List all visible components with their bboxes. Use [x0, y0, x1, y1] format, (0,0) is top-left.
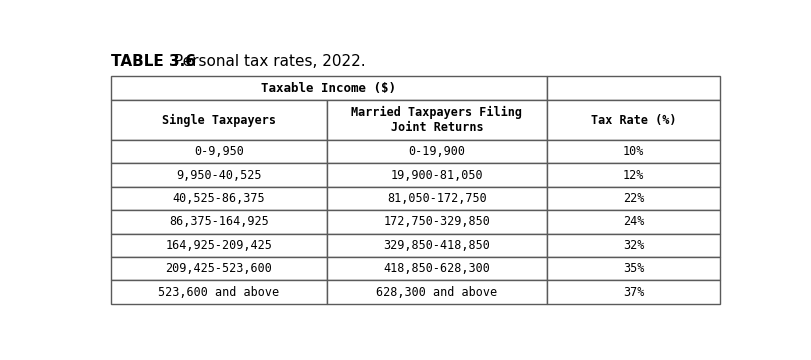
- Text: 172,750-329,850: 172,750-329,850: [384, 215, 491, 229]
- Bar: [327, 187, 547, 210]
- Bar: [547, 187, 720, 210]
- Bar: [547, 280, 720, 304]
- Bar: [111, 187, 327, 210]
- Bar: [327, 280, 547, 304]
- Bar: [111, 140, 327, 163]
- Bar: [547, 257, 720, 280]
- Text: 418,850-628,300: 418,850-628,300: [384, 262, 491, 275]
- Bar: [547, 210, 720, 234]
- Text: 329,850-418,850: 329,850-418,850: [384, 239, 491, 252]
- Text: 40,525-86,375: 40,525-86,375: [173, 192, 265, 205]
- Bar: [111, 257, 327, 280]
- Bar: [547, 163, 720, 187]
- Bar: [327, 210, 547, 234]
- Text: Married Taxpayers Filing
Joint Returns: Married Taxpayers Filing Joint Returns: [351, 106, 522, 134]
- Text: 0-9,950: 0-9,950: [194, 145, 244, 158]
- Text: 628,300 and above: 628,300 and above: [376, 285, 497, 298]
- Text: 209,425-523,600: 209,425-523,600: [165, 262, 272, 275]
- Text: 12%: 12%: [623, 169, 644, 182]
- Bar: [547, 234, 720, 257]
- Text: 0-19,900: 0-19,900: [409, 145, 466, 158]
- Bar: [111, 234, 327, 257]
- Bar: [327, 234, 547, 257]
- Bar: [327, 140, 547, 163]
- Bar: [111, 76, 547, 100]
- Text: 22%: 22%: [623, 192, 644, 205]
- Text: 9,950-40,525: 9,950-40,525: [176, 169, 262, 182]
- Bar: [111, 280, 327, 304]
- Text: 10%: 10%: [623, 145, 644, 158]
- Bar: [327, 163, 547, 187]
- Text: 523,600 and above: 523,600 and above: [158, 285, 280, 298]
- Text: Taxable Income ($): Taxable Income ($): [261, 82, 397, 95]
- Text: 164,925-209,425: 164,925-209,425: [165, 239, 272, 252]
- Bar: [111, 210, 327, 234]
- Text: Single Taxpayers: Single Taxpayers: [162, 114, 276, 127]
- Bar: [547, 100, 720, 140]
- Text: 32%: 32%: [623, 239, 644, 252]
- Text: 86,375-164,925: 86,375-164,925: [169, 215, 269, 229]
- Text: Tax Rate (%): Tax Rate (%): [591, 114, 676, 127]
- Text: 37%: 37%: [623, 285, 644, 298]
- Bar: [327, 100, 547, 140]
- Text: TABLE 3.6: TABLE 3.6: [111, 54, 195, 69]
- Text: 19,900-81,050: 19,900-81,050: [391, 169, 483, 182]
- Bar: [111, 100, 327, 140]
- Bar: [111, 163, 327, 187]
- Text: Personal tax rates, 2022.: Personal tax rates, 2022.: [169, 54, 365, 69]
- Text: 35%: 35%: [623, 262, 644, 275]
- Bar: [327, 257, 547, 280]
- Text: 24%: 24%: [623, 215, 644, 229]
- Bar: [547, 140, 720, 163]
- Text: 81,050-172,750: 81,050-172,750: [387, 192, 487, 205]
- Bar: [547, 76, 720, 100]
